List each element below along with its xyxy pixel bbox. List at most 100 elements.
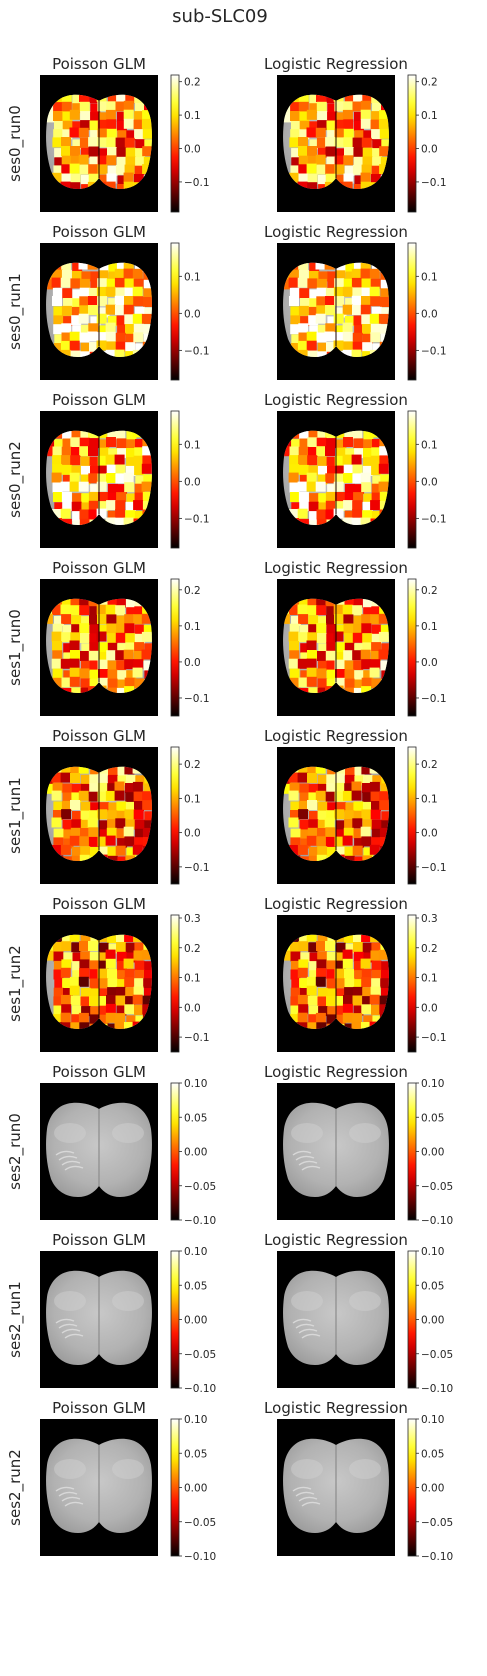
parcel	[335, 624, 346, 635]
parcel	[283, 783, 292, 794]
parcel	[135, 343, 146, 354]
parcel	[306, 676, 317, 687]
parcel	[380, 288, 389, 299]
parcel	[133, 323, 144, 334]
parcel	[363, 1015, 374, 1026]
parcel	[62, 438, 73, 449]
parcel	[288, 172, 299, 183]
parcel	[117, 775, 128, 786]
parcel	[61, 518, 72, 526]
parcel	[307, 598, 318, 607]
parcel	[298, 332, 309, 343]
parcel	[134, 828, 145, 839]
parcel	[380, 324, 389, 335]
parcel	[325, 173, 336, 184]
panel: Logistic Regression 0.2 0.1 0.0 −0.1	[264, 727, 447, 885]
parcel	[362, 156, 373, 167]
colorbar-tick-label: 0.10	[421, 1246, 444, 1258]
parcel	[105, 1012, 116, 1023]
parcel	[125, 855, 136, 862]
parcel	[371, 978, 382, 989]
parcel	[124, 766, 135, 775]
parcel	[132, 313, 143, 324]
parcel	[298, 94, 309, 103]
parcel	[72, 511, 83, 522]
parcel	[298, 164, 309, 175]
parcel	[70, 278, 81, 289]
parcel	[63, 988, 73, 998]
parcel	[309, 103, 320, 114]
parcel	[352, 845, 363, 856]
parcel	[97, 836, 108, 847]
parcel	[381, 961, 389, 972]
parcel	[308, 465, 319, 476]
parcel	[89, 978, 100, 989]
parcel	[289, 446, 300, 457]
parcel	[135, 475, 146, 486]
parcel	[297, 994, 308, 1005]
parcel	[352, 995, 363, 1006]
parcel	[51, 817, 62, 828]
parcel	[327, 271, 338, 282]
parcel	[63, 625, 73, 635]
parcel	[115, 650, 126, 661]
parcel	[69, 985, 80, 996]
parcel	[142, 128, 152, 139]
parcel	[54, 148, 65, 159]
parcel	[117, 130, 128, 141]
parcel	[316, 668, 327, 679]
parcel	[144, 811, 152, 822]
parcel	[327, 988, 338, 999]
parcel	[316, 1022, 327, 1030]
parcel	[298, 1022, 309, 1030]
parcel	[352, 287, 363, 298]
parcel	[371, 801, 381, 811]
parcel	[71, 855, 82, 862]
parcel	[71, 792, 82, 803]
colorbar-tick-label: −0.1	[184, 177, 210, 189]
colorbar-tick-label: 0.2	[184, 77, 201, 89]
parcel	[80, 120, 91, 131]
colorbar	[170, 1082, 180, 1221]
parcel	[115, 332, 126, 343]
colorbar-tick-label: −0.1	[421, 177, 447, 189]
parcel	[80, 351, 91, 358]
colorbar-tick-label: −0.05	[184, 1181, 216, 1193]
parcel	[69, 127, 80, 138]
parcel	[327, 112, 338, 123]
parcel	[353, 315, 364, 326]
parcel	[52, 137, 63, 148]
parcel	[309, 811, 319, 821]
parcel	[334, 278, 345, 289]
parcel	[308, 1014, 319, 1025]
parcel	[370, 614, 381, 625]
parcel	[70, 800, 80, 810]
parcel	[336, 820, 347, 831]
parcel	[353, 120, 364, 131]
panel-title: Poisson GLM	[52, 1231, 146, 1249]
parcel	[317, 801, 328, 812]
parcel	[72, 520, 83, 526]
parcel	[80, 660, 91, 671]
parcel	[378, 481, 389, 492]
parcel	[115, 509, 126, 520]
parcel	[115, 473, 126, 484]
colorbar-tick-label: 0.00	[421, 1147, 444, 1159]
parcel	[378, 949, 389, 960]
parcel	[289, 287, 300, 298]
parcel	[71, 501, 82, 512]
parcel	[97, 614, 107, 624]
parcel	[141, 118, 152, 129]
parcel	[79, 518, 90, 526]
parcel	[98, 501, 109, 512]
colorbar	[170, 242, 180, 381]
parcel	[360, 958, 371, 969]
parcel	[317, 351, 328, 358]
parcel	[351, 349, 362, 358]
parcel	[108, 262, 119, 273]
parcel	[61, 164, 72, 175]
parcel	[106, 500, 117, 511]
parcel	[380, 297, 389, 307]
parcel	[363, 775, 373, 785]
parcel	[107, 633, 118, 644]
